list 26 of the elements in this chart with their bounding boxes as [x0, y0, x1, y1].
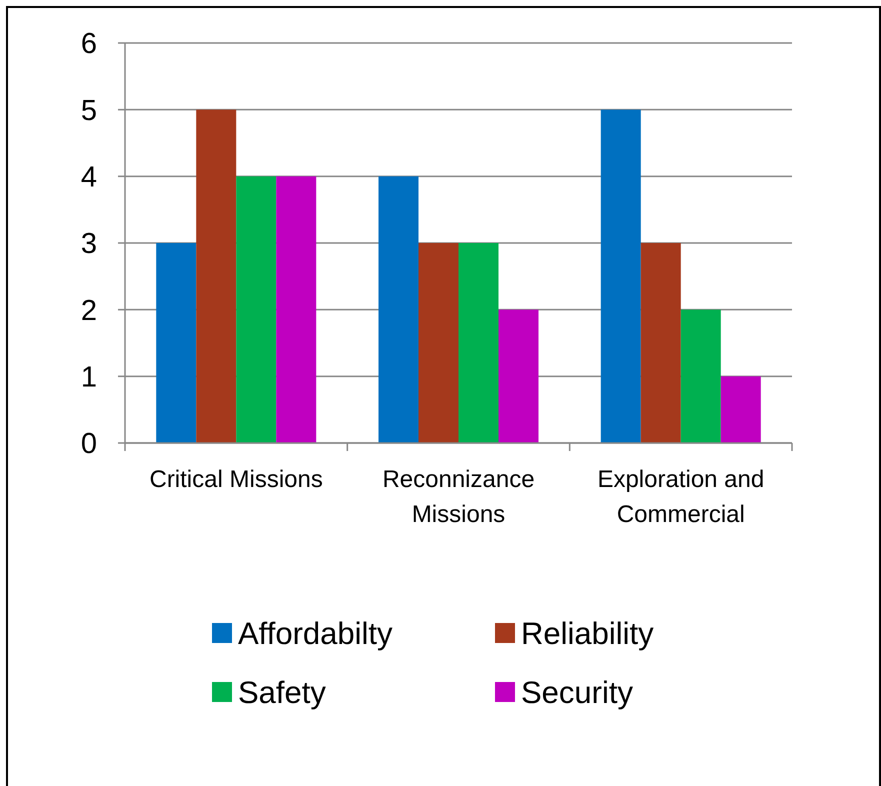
legend-label: Safety — [238, 674, 326, 710]
legend-label: Security — [521, 674, 634, 710]
bar — [640, 243, 681, 443]
y-tick-label: 4 — [80, 161, 97, 194]
y-tick-label: 2 — [80, 294, 97, 327]
bar — [156, 243, 196, 443]
bar — [378, 176, 418, 443]
bar — [498, 310, 538, 443]
bar — [236, 176, 276, 443]
bar — [600, 110, 641, 443]
y-tick-label: 1 — [80, 361, 97, 394]
bar — [418, 243, 458, 443]
bar — [720, 376, 761, 443]
y-tick-label: 6 — [80, 28, 97, 60]
y-tick-label: 3 — [80, 228, 97, 260]
x-tick-label: Critical Missions — [149, 466, 323, 493]
x-tick-label: Reconnizance Missions — [382, 466, 535, 528]
legend-label: Reliability — [521, 616, 654, 651]
bar — [680, 310, 721, 443]
legend-label: Affordabilty — [238, 616, 394, 651]
bar — [276, 176, 316, 443]
x-tick-label: Exploration and Commercial — [597, 466, 764, 528]
y-tick-label: 5 — [80, 94, 97, 127]
bar — [458, 243, 498, 443]
bar — [196, 110, 236, 443]
y-tick-label: 0 — [80, 428, 97, 460]
